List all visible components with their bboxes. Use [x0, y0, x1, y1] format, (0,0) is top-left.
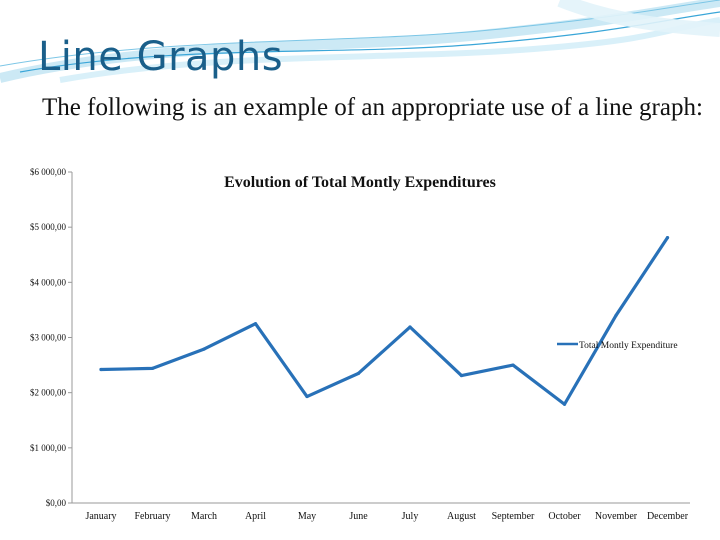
data-point	[511, 363, 515, 367]
data-point	[665, 236, 670, 240]
data-point	[150, 366, 155, 370]
data-point	[202, 347, 206, 351]
x-tick-label: February	[134, 511, 170, 522]
x-tick-label: January	[85, 511, 116, 522]
y-tick-label: $5 000,00	[30, 222, 67, 232]
x-tick-label: December	[647, 511, 689, 522]
data-point	[356, 371, 361, 375]
x-tick-label: September	[492, 511, 535, 522]
y-tick-label: $0,00	[46, 498, 67, 508]
x-tick-label: July	[402, 511, 419, 522]
x-tick-label: October	[548, 511, 581, 522]
data-point	[305, 394, 309, 399]
data-point	[459, 373, 464, 378]
y-tick-label: $6 000,00	[30, 167, 67, 177]
data-point	[562, 402, 567, 406]
y-tick-label: $3 000,00	[30, 333, 67, 343]
slide-title: Line Graphs	[38, 34, 284, 80]
x-tick-label: August	[447, 511, 476, 522]
data-point	[253, 322, 258, 326]
x-tick-label: June	[349, 511, 368, 522]
legend-label: Total Montly Expenditure	[579, 341, 678, 351]
x-tick-label: April	[245, 511, 266, 522]
title-swoosh-decoration	[0, 0, 720, 83]
chart-title: Evolution of Total Montly Expenditures	[224, 174, 496, 191]
x-tick-label: November	[595, 511, 638, 522]
y-tick-label: $4 000,00	[30, 277, 67, 287]
x-tick-label: May	[298, 511, 316, 522]
line-chart: $0,00 $1 000,00 $2 000,00 $3 000,00 $4 000,0…	[30, 167, 690, 522]
slide-body-text: The following is an example of an approp…	[42, 94, 703, 121]
data-point	[408, 325, 412, 329]
data-point	[99, 367, 103, 372]
x-tick-label: March	[191, 511, 217, 522]
data-point	[614, 313, 618, 318]
y-tick-label: $1 000,00	[30, 443, 67, 453]
series-line	[99, 236, 670, 406]
y-tick-label: $2 000,00	[30, 388, 67, 398]
